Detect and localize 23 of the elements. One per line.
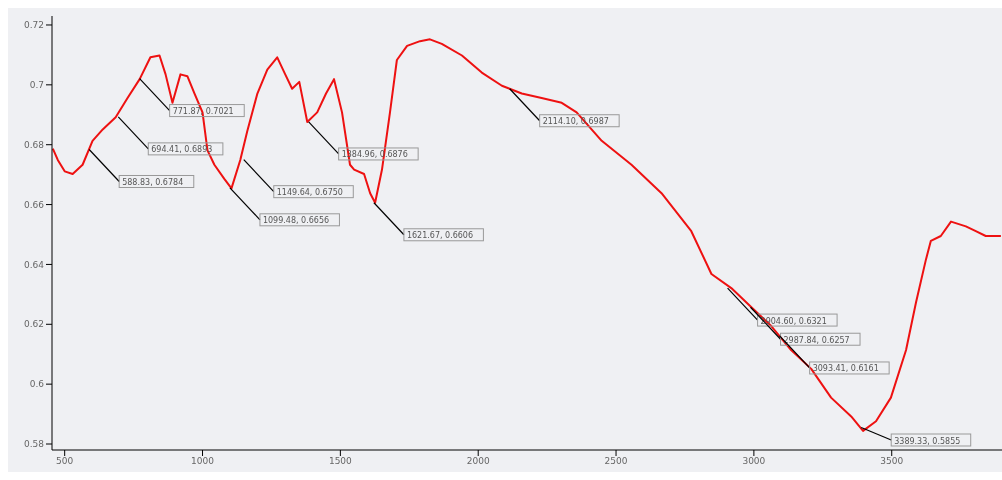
annotation: 1621.67, 0.6606 <box>406 231 474 241</box>
x-tick-label: 3000 <box>742 456 766 467</box>
y-tick-label: 0.7 <box>29 80 44 91</box>
annotation: 1149.64, 0.6750 <box>276 188 343 198</box>
x-tick-label: 1000 <box>191 456 215 467</box>
x-tick-label: 2000 <box>466 456 490 467</box>
x-tick-label: 2500 <box>604 456 628 467</box>
annotation: 3093.41, 0.6161 <box>812 364 879 374</box>
annotation: 2987.84, 0.6257 <box>783 335 850 345</box>
y-tick-label: 0.66 <box>23 199 45 210</box>
x-tick-label: 1500 <box>328 456 353 467</box>
annotation: 588.83, 0.6784 <box>122 177 184 187</box>
y-tick-label: 0.72 <box>23 20 44 31</box>
annotation: 3389.33, 0.5855 <box>894 436 961 446</box>
y-tick-label: 0.6 <box>29 379 45 390</box>
line-series <box>52 38 1002 432</box>
x-tick-label: 3500 <box>880 456 904 467</box>
y-tick-label: 0.62 <box>23 319 44 330</box>
y-tick-label: 0.68 <box>23 139 45 150</box>
annotation: 1099.48, 0.6656 <box>262 216 330 226</box>
x-tick-label: 500 <box>56 456 74 467</box>
y-tick-label: 0.64 <box>23 259 45 270</box>
y-tick-label: 0.58 <box>23 439 45 450</box>
